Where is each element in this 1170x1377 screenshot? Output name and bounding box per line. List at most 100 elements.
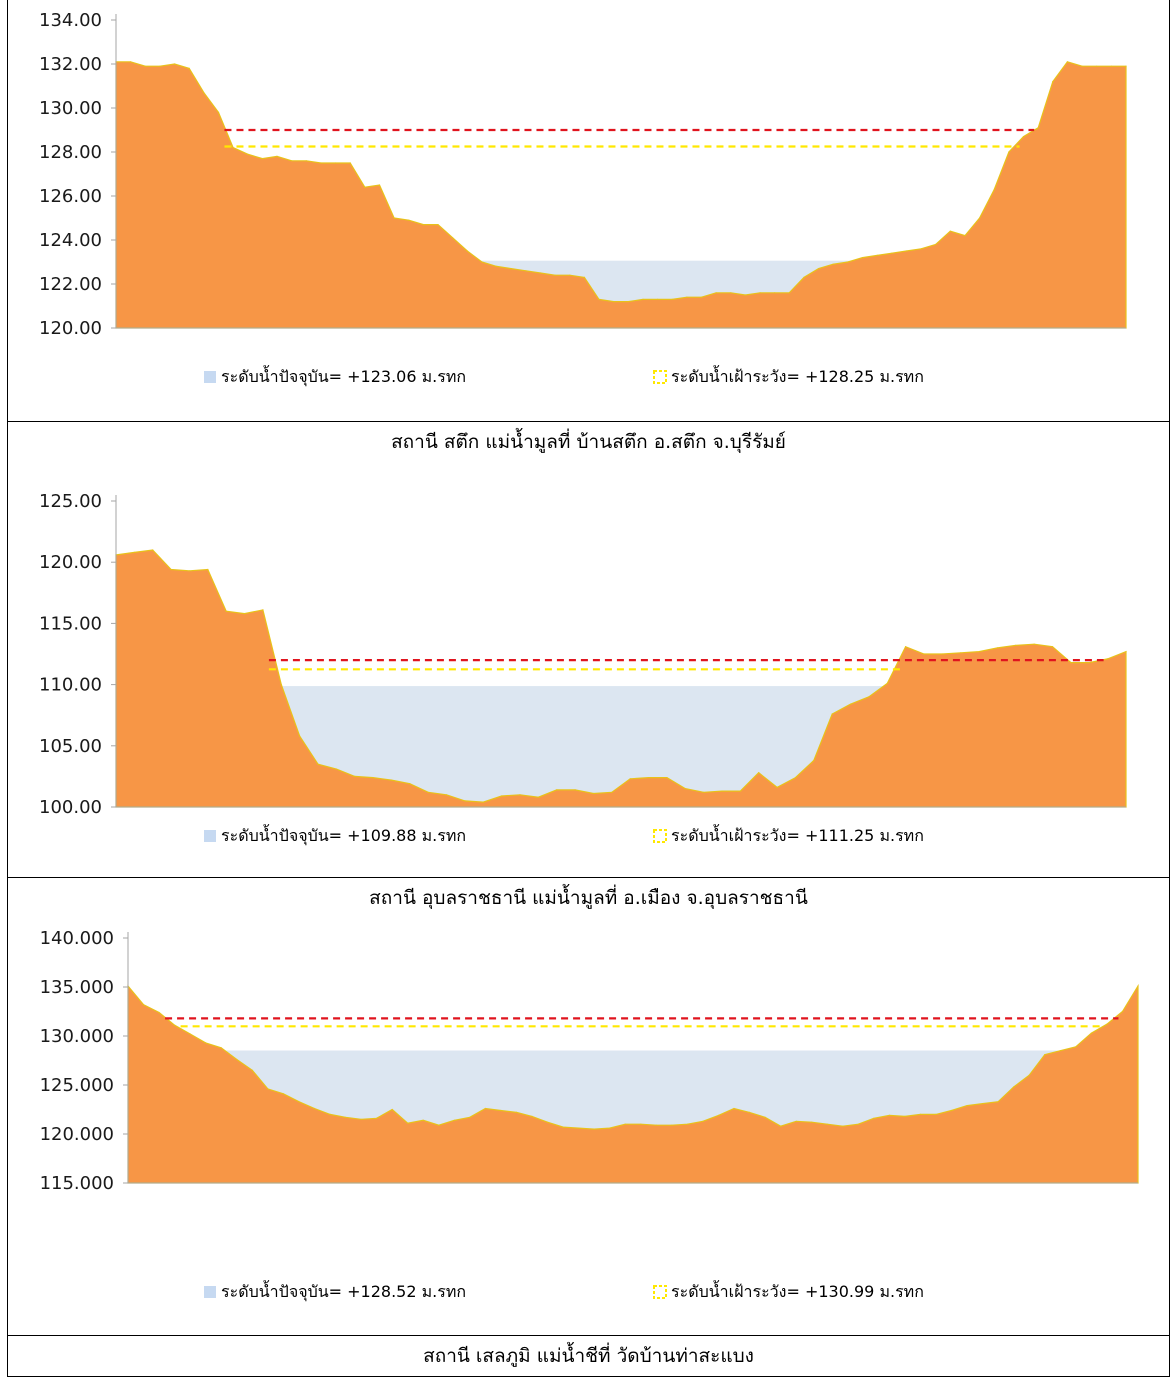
terrain-point [702,1120,704,1122]
terrain-point [496,265,498,267]
terrain-point [354,775,356,777]
chart-panel-satuek: 120.00 122.00 124.00 126.00 128.00 130.00 132.… [7,0,1170,463]
terrain-point [849,703,852,705]
terrain-point [993,188,995,190]
chart-area-satuek: 120.00 122.00 124.00 126.00 128.00 130.00 132.… [8,0,1169,421]
terrain-point [1022,136,1025,138]
terrain-point [1037,127,1039,129]
terrain-point [1106,1023,1108,1025]
terrain-point [935,1113,937,1115]
terrain-point [629,778,631,780]
terrain-point [510,268,512,270]
terrain-point [393,217,395,219]
terrain-point [484,1107,486,1110]
terrain-point [217,111,220,113]
terrain-point [556,789,558,791]
legend-warning-label: ระดับน้ำเฝ้าระวัง= +111.25 ม.รทก [671,824,924,845]
terrain-point [189,1033,191,1035]
terrain-point [642,298,644,300]
y-tick-label: 126.00 [39,186,102,207]
terrain-point [407,1122,409,1124]
terrain-point [376,1117,378,1119]
terrain-point [813,759,815,762]
terrain-point [964,235,966,237]
terrain-point [130,61,132,63]
terrain-point [780,1125,782,1127]
legend-warning-swatch [653,370,667,384]
terrain-point [282,1093,284,1095]
y-tick-label: 124.00 [39,230,102,251]
terrain-point [1052,81,1054,83]
y-tick-label: 110.00 [39,675,102,696]
terrain-point [236,1058,238,1061]
terrain-point [640,1123,642,1125]
terrain-point [721,790,723,792]
terrain-point [1075,1046,1077,1048]
terrain-point [501,795,503,797]
y-tick-label: 135.000 [40,977,114,998]
terrain-point [225,610,227,612]
terrain-point [408,219,410,221]
terrain-point [329,1113,331,1115]
terrain-point [739,790,742,792]
y-tick-label: 100.00 [39,797,102,818]
terrain-point [232,147,234,149]
terrain-point [613,301,615,303]
terrain-point [905,250,908,252]
terrain-point [469,1116,471,1118]
terrain-point [569,274,571,276]
terrain-point [950,1109,953,1112]
terrain-point [320,162,322,164]
station-caption-satuek: สถานี สตึก แม่น้ำมูลที่ บ้านสตึก อ.สตึก … [8,421,1169,463]
terrain-point [1088,662,1090,664]
terrain-point [868,696,870,698]
terrain-point [627,301,629,303]
terrain-point [826,1123,828,1125]
terrain-point [1090,1032,1092,1034]
terrain-point [1121,1010,1124,1013]
y-tick-label: 120.000 [40,1124,114,1145]
legend-water-swatch [204,1286,216,1298]
cross-section-chart-selaphum: 115.000 120.000 125.000 130.000 135.000 140.0… [40,928,1139,1302]
terrain-point [861,257,864,259]
terrain-point [422,224,424,226]
terrain-point [935,243,937,245]
y-tick-label: 128.00 [39,142,102,163]
terrain-point [949,230,951,232]
chart-panel-selaphum: 115.000 120.000 125.000 130.000 135.000 140.0… [7,917,1170,1377]
chart-panel-ubon: 100.00 105.00 110.00 115.00 120.00 125.00 ระดั… [7,461,1170,919]
terrain-point [997,1101,999,1103]
terrain-point [313,1107,316,1110]
terrain-point [452,237,454,239]
terrain-point [1028,1074,1030,1076]
terrain-point [686,1123,689,1125]
terrain-point [873,1117,875,1119]
legend-water-label: ระดับน้ำปัจจุบัน= +109.88 ม.รทก [221,824,466,846]
y-tick-label: 115.00 [39,613,102,634]
terrain-point [174,63,176,65]
terrain-point [519,794,521,796]
terrain-point [794,777,797,779]
terrain-point [1059,1050,1061,1052]
terrain-point [515,1111,518,1113]
terrain-point [1096,65,1098,67]
station-caption-selaphum: สถานี เสลภูมิ แม่น้ำชีที่ วัดบ้านท่าสะแบ… [8,1335,1169,1377]
terrain-point [684,788,686,790]
terrain-point [142,1004,145,1006]
terrain-point [133,551,135,553]
terrain-point [811,1121,813,1123]
terrain-point [372,777,374,779]
chart-area-ubon: 100.00 105.00 110.00 115.00 120.00 125.00 ระดั… [8,461,1169,877]
terrain-point [335,162,337,164]
terrain-point [531,1115,533,1117]
terrain-point [466,250,468,252]
terrain-point [700,296,703,298]
terrain-point [482,801,484,803]
terrain-point [188,67,190,69]
terrain-point [390,779,393,781]
y-tick-label: 115.000 [40,1173,114,1194]
terrain-point [764,1116,766,1118]
terrain-point [788,292,790,294]
cross-section-chart-satuek: 120.00 122.00 124.00 126.00 128.00 130.00 132.… [39,10,1127,387]
terrain-point [1015,644,1017,646]
